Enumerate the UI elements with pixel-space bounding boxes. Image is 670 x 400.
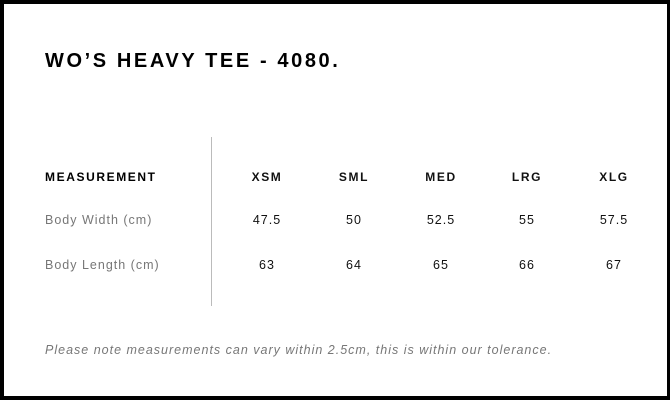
table-cell: 57.5 [599, 213, 629, 227]
table-cell: 63 [259, 258, 275, 272]
row-label: Body Width (cm) [45, 213, 153, 227]
table-cell: 47.5 [252, 213, 282, 227]
size-header: MED [425, 170, 457, 184]
size-header: XLG [599, 170, 629, 184]
size-header: SML [338, 170, 370, 184]
column-divider [211, 137, 212, 306]
table-cell: 50 [346, 213, 362, 227]
tolerance-note: Please note measurements can vary within… [45, 343, 553, 357]
page-title: WO’S HEAVY TEE - 4080. [45, 50, 341, 72]
table-cell: 67 [606, 258, 622, 272]
size-header: XSM [251, 170, 283, 184]
table-cell: 64 [346, 258, 362, 272]
table-cell: 52.5 [426, 213, 456, 227]
table-cell: 66 [519, 258, 535, 272]
size-header: LRG [511, 170, 543, 184]
row-label: Body Length (cm) [45, 258, 160, 272]
table-cell: 65 [433, 258, 449, 272]
measurement-header: MEASUREMENT [45, 170, 157, 184]
table-cell: 55 [519, 213, 535, 227]
